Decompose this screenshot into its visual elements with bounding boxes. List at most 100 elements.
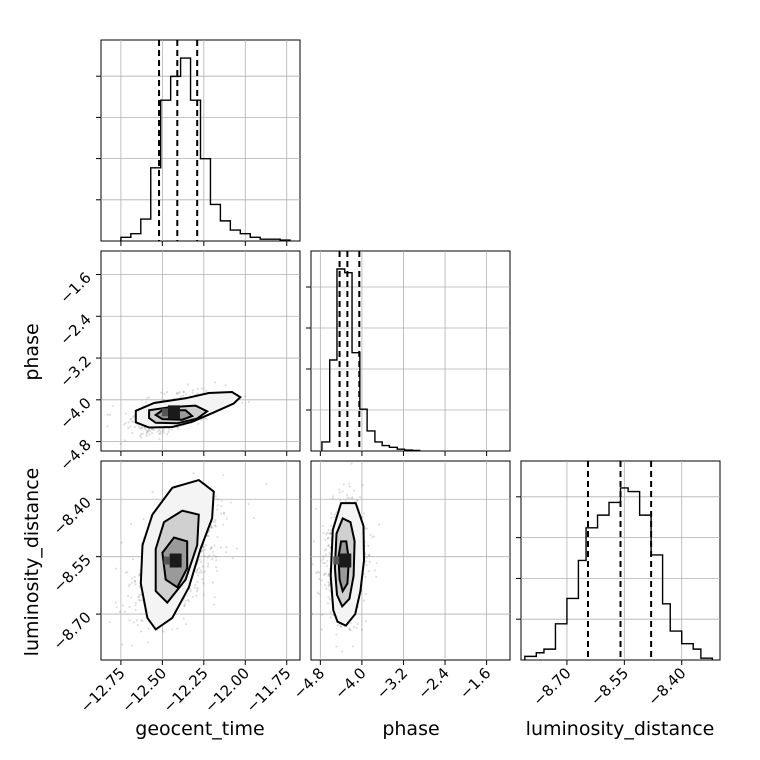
sample-point	[123, 610, 127, 613]
sample-point	[367, 569, 370, 573]
sample-point	[198, 558, 201, 561]
sample-point	[326, 537, 330, 540]
sample-point	[146, 431, 149, 434]
sample-point	[203, 417, 207, 420]
sample-point	[127, 585, 130, 588]
xlabel-luminosity-distance: luminosity_distance	[526, 718, 715, 740]
sample-point	[326, 531, 329, 535]
sample-point	[201, 565, 204, 568]
sample-point	[214, 518, 217, 522]
sample-point	[328, 597, 331, 601]
sample-point	[196, 392, 199, 395]
sample-point	[315, 571, 318, 575]
sample-point	[176, 391, 179, 394]
sample-point	[162, 630, 165, 633]
sample-point	[375, 562, 378, 565]
sample-point	[220, 512, 223, 515]
sample-point	[364, 527, 367, 530]
sample-point	[124, 412, 128, 415]
sample-point	[129, 425, 132, 428]
sample-point	[222, 511, 226, 514]
sample-point	[208, 554, 211, 557]
sample-point	[196, 387, 199, 390]
density-side-geocent_time-luminosity_distance	[163, 556, 170, 565]
sample-point	[322, 557, 325, 560]
sample-point	[324, 538, 327, 542]
sample-point	[137, 595, 140, 598]
sample-point	[145, 432, 148, 435]
sample-point	[210, 526, 213, 529]
sample-point	[141, 432, 144, 435]
sample-point	[210, 558, 214, 561]
sample-point	[247, 400, 251, 404]
sample-point	[329, 532, 332, 536]
frame-0-0	[100, 39, 301, 242]
sample-point	[200, 418, 203, 421]
sample-point	[214, 525, 217, 528]
sample-point	[364, 575, 367, 579]
sample-point	[119, 442, 122, 445]
density-side-phase-luminosity_distance	[333, 556, 340, 565]
xtick-label-geocent_time-0: −12.75	[77, 664, 129, 716]
sample-point	[327, 584, 330, 587]
xtick-label-phase-0: −4.8	[290, 664, 328, 702]
sample-point	[320, 559, 323, 562]
sample-point	[159, 432, 162, 435]
sample-point	[138, 593, 142, 596]
sample-point	[335, 645, 338, 648]
sample-point	[329, 611, 332, 614]
sample-point	[213, 544, 216, 547]
sample-point	[140, 593, 143, 596]
sample-point	[311, 612, 314, 616]
sample-point	[176, 627, 179, 630]
xtick-label-luminosity_distance-1: −8.55	[587, 664, 632, 709]
sample-point	[189, 588, 192, 591]
sample-point	[349, 629, 352, 632]
sample-point	[336, 624, 339, 627]
sample-point	[225, 517, 228, 520]
sample-point	[130, 644, 133, 647]
sample-point	[159, 430, 162, 433]
sample-point	[375, 575, 378, 578]
panel-content-2-1	[311, 461, 510, 660]
sample-point	[187, 600, 191, 603]
sample-point	[325, 533, 328, 536]
density-core-geocent_time-phase	[167, 405, 180, 420]
xlabel-phase: phase	[382, 718, 439, 740]
sample-point	[222, 473, 225, 477]
sample-point	[353, 500, 356, 503]
sample-point	[118, 610, 121, 613]
sample-point	[371, 536, 374, 539]
panel-content-1-1	[311, 251, 510, 451]
sample-point	[145, 401, 148, 404]
sample-point	[166, 433, 169, 436]
sample-point	[329, 616, 332, 619]
sample-point	[367, 554, 371, 557]
sample-point	[351, 497, 354, 500]
sample-point	[339, 625, 343, 628]
sample-point	[184, 599, 187, 602]
sample-point	[181, 394, 184, 397]
xlabel-geocent-time: geocent_time	[135, 718, 264, 740]
sample-point	[84, 576, 86, 578]
sample-point	[203, 570, 206, 573]
xtick-label-phase-4: −1.6	[456, 664, 494, 702]
sample-point	[163, 392, 166, 395]
sample-point	[182, 390, 185, 393]
panel-luminosity_distance-luminosity_distance: −8.70 −8.55 −8.40	[516, 461, 720, 709]
sample-point	[209, 547, 212, 551]
sample-point	[130, 596, 133, 599]
sample-point	[364, 592, 368, 596]
sample-point	[131, 558, 135, 561]
sample-point	[320, 628, 323, 631]
sample-point	[341, 490, 344, 493]
sample-point	[328, 581, 331, 585]
sample-point	[216, 535, 219, 539]
sample-point	[201, 578, 204, 581]
sample-point	[224, 384, 227, 387]
sample-point	[123, 439, 126, 442]
sample-point	[328, 583, 331, 586]
sample-point	[220, 499, 223, 502]
sample-point	[356, 499, 359, 502]
